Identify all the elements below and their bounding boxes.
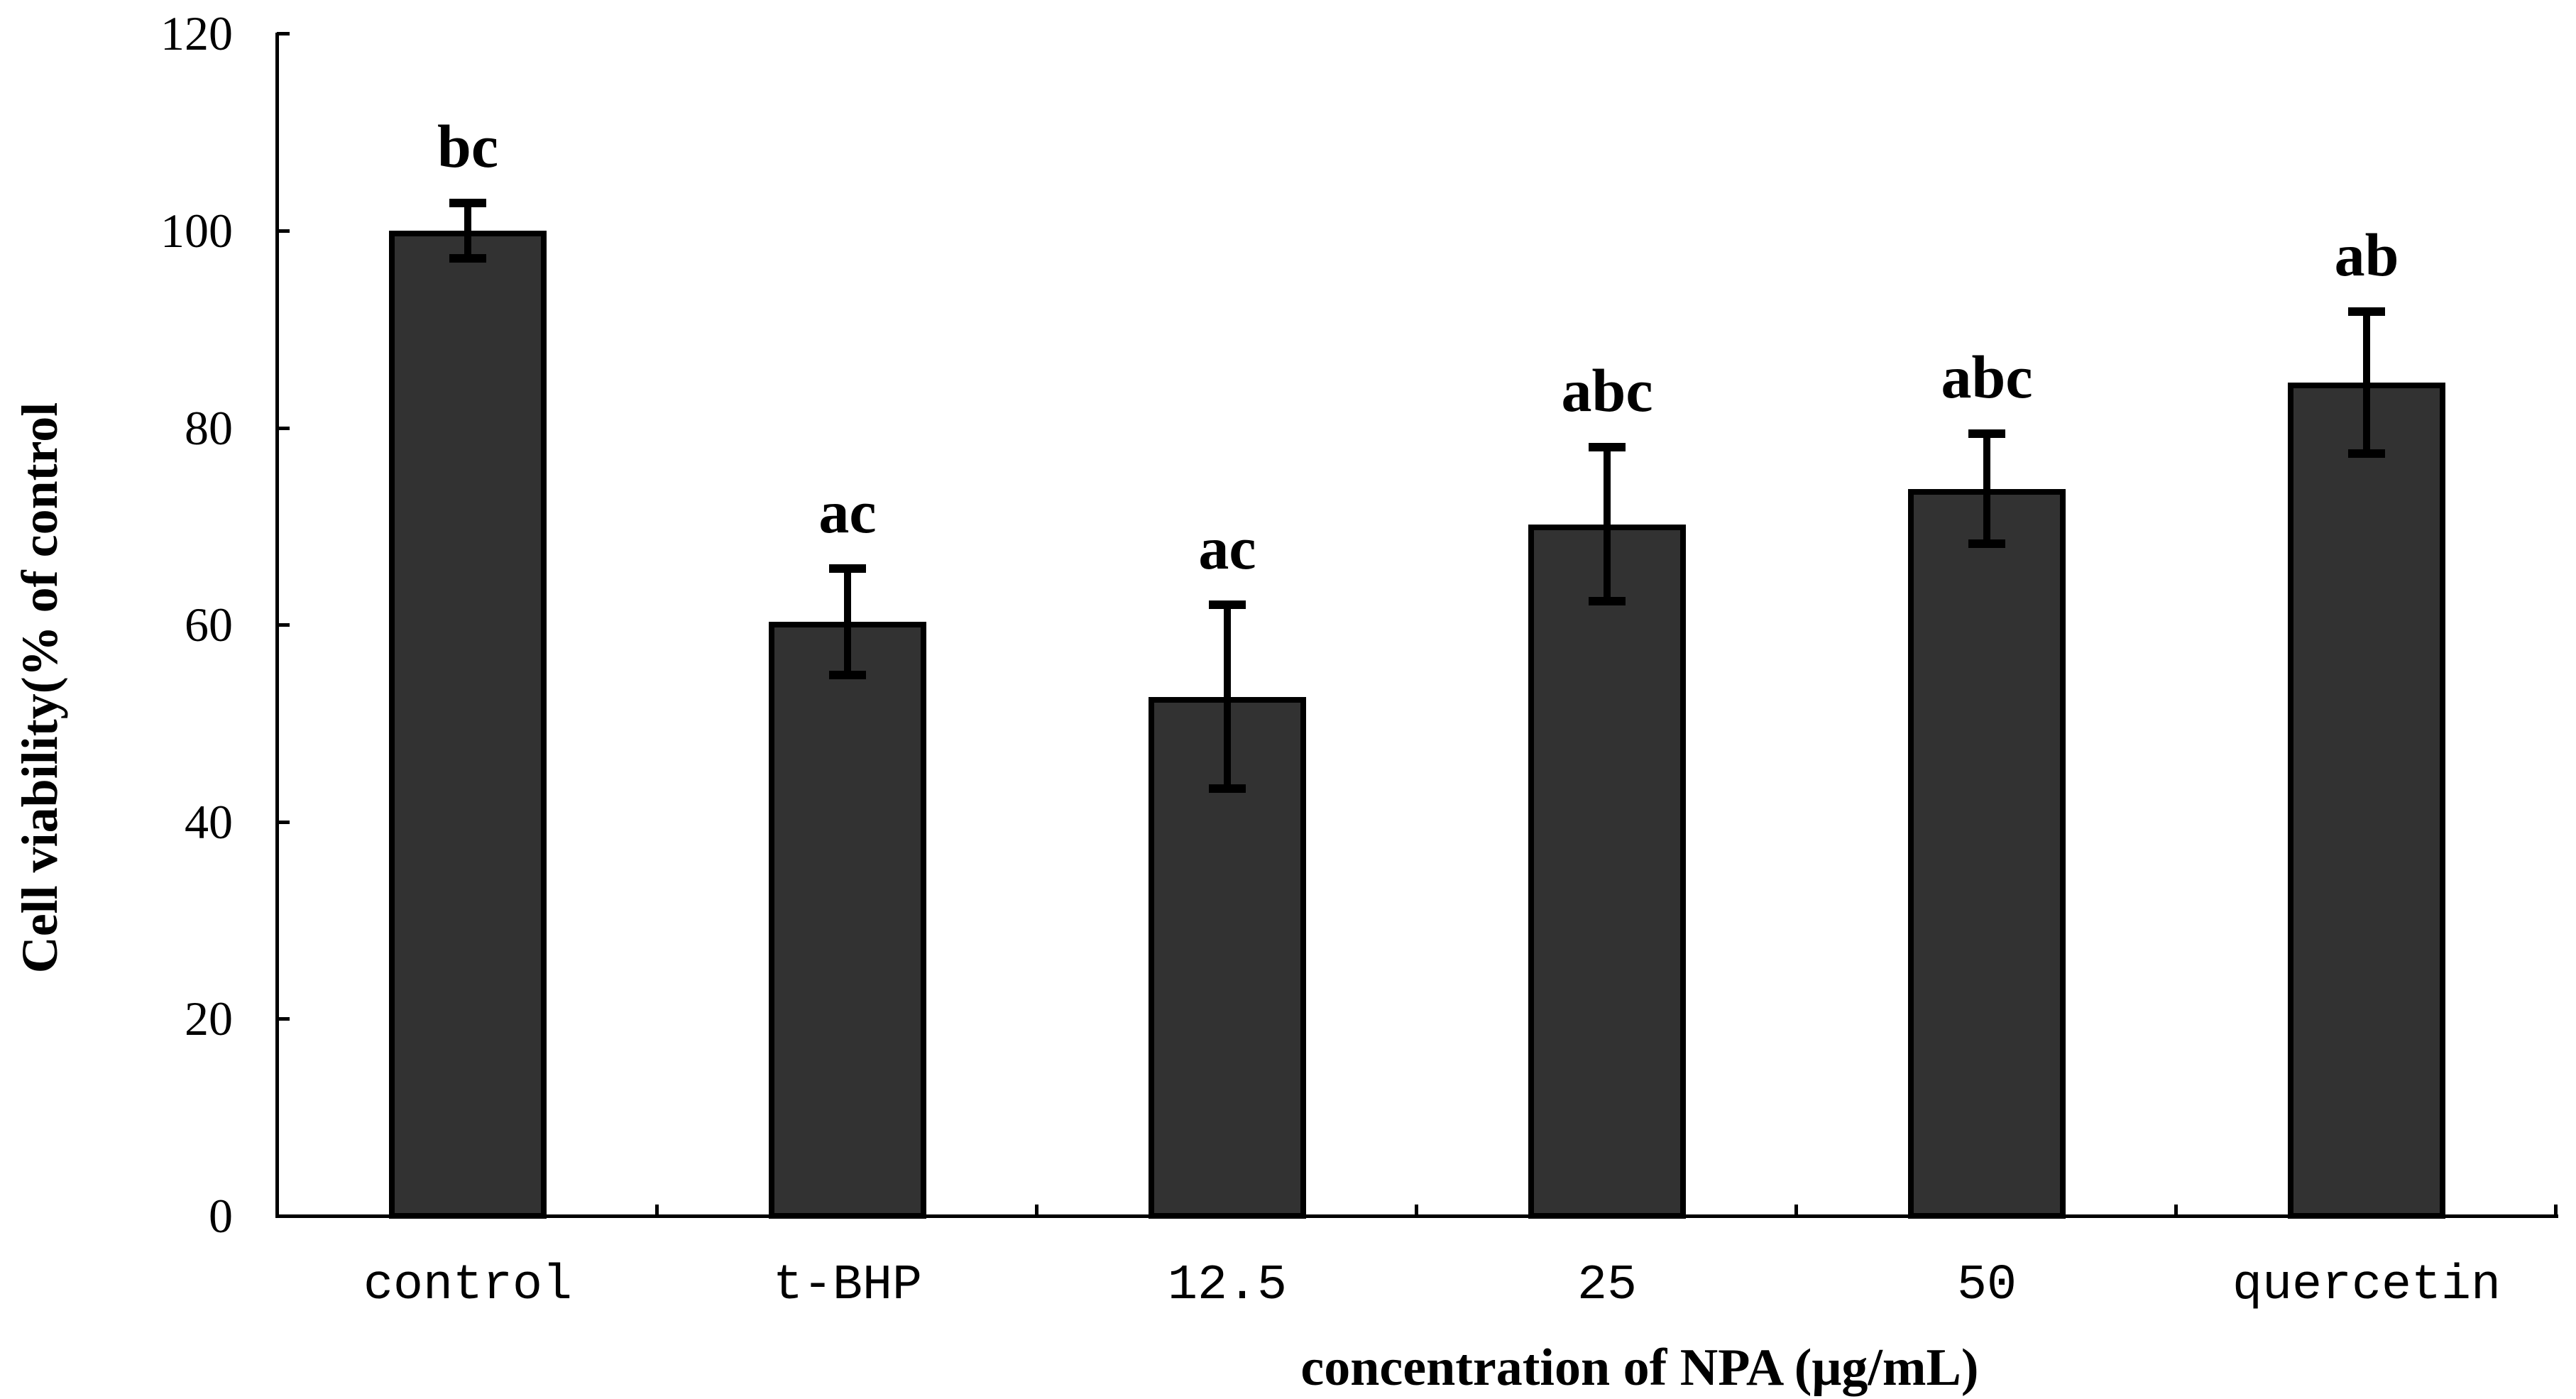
y-tick-label: 40 — [185, 794, 233, 849]
error-bar-bottom-cap — [1968, 539, 2005, 549]
x-tick-label-t-BHP: t-BHP — [772, 1258, 923, 1314]
error-bar-top-cap — [449, 199, 486, 208]
y-tick — [277, 426, 290, 430]
y-tick-label: 0 — [209, 1189, 233, 1243]
x-tick-label-12.5: 12.5 — [1167, 1258, 1288, 1314]
x-tick — [1415, 1205, 1418, 1216]
x-tick — [2174, 1205, 2178, 1216]
y-tick-label: 60 — [185, 598, 233, 652]
error-bar-line — [2363, 311, 2370, 454]
y-tick-label: 80 — [185, 400, 233, 455]
x-tick-label-control: control — [363, 1258, 573, 1314]
error-bar-bottom-cap — [1209, 784, 1246, 793]
significance-label: ac — [1198, 514, 1256, 583]
y-tick — [277, 820, 290, 824]
error-bar-line — [844, 569, 851, 675]
significance-label: ac — [818, 478, 877, 547]
error-bar-bottom-cap — [829, 670, 866, 679]
bar-control — [389, 231, 547, 1219]
x-tick — [2554, 1205, 2558, 1216]
x-tick-label-quercetin: quercetin — [2232, 1258, 2501, 1314]
error-bar-top-cap — [1968, 429, 2005, 438]
error-bar-top-cap — [1589, 443, 1626, 452]
x-axis-title: concentration of NPA (μg/mL) — [1300, 1339, 1979, 1397]
y-tick-label: 100 — [160, 204, 233, 258]
x-tick-label-50: 50 — [1956, 1258, 2017, 1314]
error-bar-line — [464, 203, 471, 258]
bar-25 — [1528, 524, 1686, 1219]
error-bar-top-cap — [829, 564, 866, 574]
significance-label: abc — [1561, 356, 1653, 425]
error-bar-line — [1604, 447, 1611, 601]
bar-t-BHP — [769, 622, 926, 1219]
x-tick-label-25: 25 — [1577, 1258, 1637, 1314]
x-tick — [1035, 1205, 1038, 1216]
bar-50 — [1908, 488, 2066, 1219]
error-bar-top-cap — [1209, 600, 1246, 610]
error-bar-top-cap — [2348, 307, 2385, 316]
y-tick-label: 120 — [160, 6, 233, 61]
y-tick — [277, 623, 290, 627]
x-tick — [1794, 1205, 1798, 1216]
error-bar-line — [1983, 433, 1990, 544]
significance-label: bc — [437, 112, 498, 181]
significance-label: abc — [1941, 342, 2033, 411]
x-axis-line — [275, 1214, 2558, 1218]
x-tick — [655, 1205, 659, 1216]
bar-quercetin — [2288, 382, 2445, 1219]
error-bar-line — [1224, 605, 1231, 789]
y-tick-label: 20 — [185, 992, 233, 1046]
y-tick — [277, 229, 290, 233]
error-bar-bottom-cap — [2348, 449, 2385, 458]
significance-label: ab — [2334, 220, 2399, 289]
error-bar-bottom-cap — [449, 253, 486, 263]
y-tick — [277, 1214, 290, 1218]
y-tick — [277, 32, 290, 36]
error-bar-bottom-cap — [1589, 596, 1626, 605]
y-tick — [277, 1017, 290, 1021]
